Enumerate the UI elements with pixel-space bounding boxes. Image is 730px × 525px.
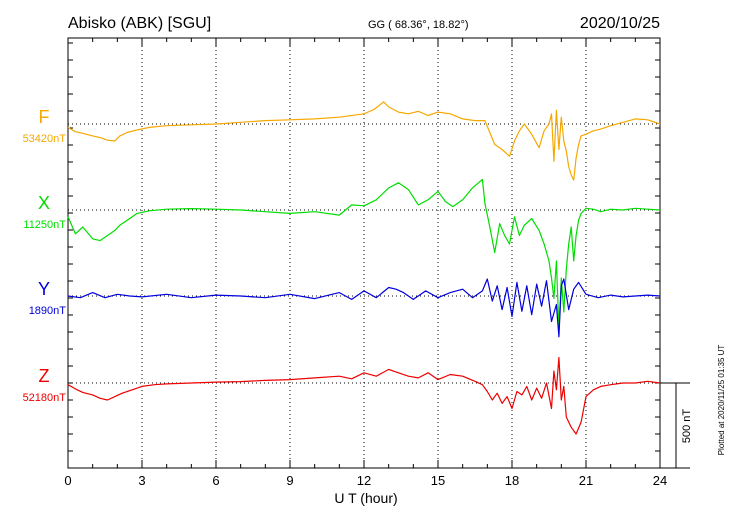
series-line-x: [67, 178, 661, 330]
series-name-z: Z: [39, 366, 50, 386]
x-tick-label: 12: [357, 473, 371, 488]
series-baseline-y: 1890nT: [29, 305, 67, 317]
scale-bar: 500 nT: [660, 382, 693, 469]
station-title: Abisko (ABK) [SGU]: [68, 15, 211, 32]
series-baseline-f: 53420nT: [23, 133, 67, 145]
series-name-x: X: [38, 193, 50, 213]
x-tick-label: 3: [138, 473, 145, 488]
series-line-y: [67, 278, 661, 338]
x-tick-label: 18: [505, 473, 519, 488]
series-line-f: [67, 101, 661, 181]
x-tick-label: 15: [431, 473, 445, 488]
series-baseline-x: 11250nT: [23, 219, 66, 231]
x-tick-label: 24: [653, 473, 667, 488]
series-name-y: Y: [38, 279, 50, 299]
plotted-timestamp: Plotted at 2020/11/25 01:35 UT: [717, 345, 726, 456]
axis-ticks: [67, 38, 661, 469]
series-line-z: [67, 356, 661, 435]
x-tick-labels: 0 3 6 9 12 15 18 21 24: [64, 473, 667, 488]
series-baseline-z: 52180nT: [23, 392, 67, 404]
x-axis-label: U T (hour): [334, 490, 397, 506]
x-tick-label: 6: [212, 473, 219, 488]
scale-bar-label: 500 nT: [681, 409, 693, 444]
series-group: [67, 101, 661, 435]
x-tick-label: 0: [64, 473, 71, 488]
plot-date: 2020/10/25: [580, 15, 660, 32]
station-coords: GG ( 68.36°, 18.82°): [368, 19, 469, 31]
series-name-f: F: [39, 107, 50, 127]
x-tick-label: 9: [286, 473, 293, 488]
grid-lines: [68, 38, 660, 468]
x-tick-label: 21: [579, 473, 593, 488]
series-labels: F 53420nT X 11250nT Y 1890nT Z 52180nT: [23, 107, 67, 404]
